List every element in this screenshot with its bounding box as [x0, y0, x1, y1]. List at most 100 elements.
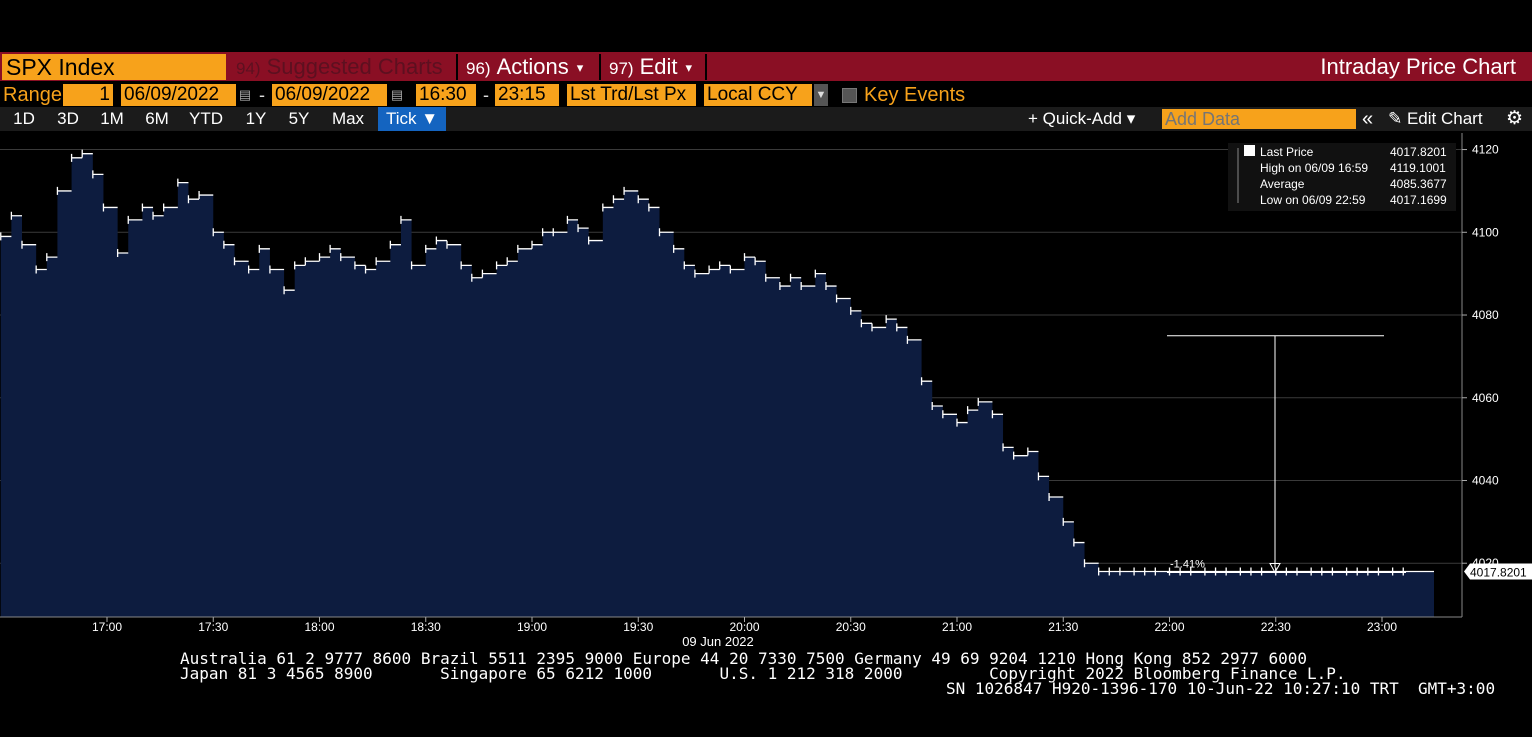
price-tick — [1083, 559, 1099, 568]
price-tick — [814, 269, 826, 278]
price-tick — [1345, 567, 1358, 576]
x-tick-label: 18:30 — [411, 620, 441, 634]
actions-menu-button[interactable]: 96) Actions ▾ — [458, 54, 601, 80]
price-tick — [318, 253, 331, 262]
price-tick — [1377, 567, 1393, 576]
tick-dropdown[interactable]: Tick ▼ — [378, 107, 446, 131]
price-tick — [1179, 567, 1191, 576]
price-tick — [35, 265, 47, 274]
price-tick — [364, 265, 377, 274]
price-tick — [81, 149, 93, 158]
end-time-field[interactable]: 23:15 — [495, 84, 559, 106]
edit-menu-button[interactable]: 97) Edit ▾ — [601, 54, 707, 80]
price-area — [0, 153, 1434, 617]
last-price-tag-bg — [1464, 563, 1532, 580]
period-tab-3d[interactable]: 3D — [57, 109, 79, 128]
collapse-icon[interactable]: « — [1362, 108, 1374, 130]
price-tick — [10, 211, 22, 220]
legend-value: 4017.1699 — [1390, 193, 1447, 207]
x-axis-label: 09 Jun 2022 — [682, 634, 754, 649]
legend-label: Last Price — [1260, 145, 1314, 159]
x-tick-label: 17:30 — [198, 620, 228, 634]
price-tick — [56, 186, 72, 195]
price-type-field[interactable]: Lst Trd/Lst Px — [567, 84, 696, 106]
gear-icon[interactable]: ⚙ — [1506, 108, 1524, 129]
price-tick — [977, 397, 993, 406]
price-tick — [127, 215, 143, 224]
price-tick — [754, 257, 766, 266]
price-tick — [375, 257, 391, 266]
currency-select[interactable]: Local CCY — [704, 84, 812, 106]
chart-legend: Last Price 4017.8201 High on 06/09 16:59 41… — [1228, 143, 1456, 211]
price-tick — [269, 265, 285, 274]
add-data-input[interactable] — [1162, 109, 1356, 129]
period-tab-5y[interactable]: 5Y — [288, 109, 310, 128]
page-title: Intraday Price Chart — [1320, 54, 1516, 79]
price-tick — [1204, 567, 1216, 576]
price-tick — [141, 203, 154, 212]
legend-label: High on 06/09 16:59 — [1260, 161, 1368, 175]
price-tick — [187, 195, 200, 204]
end-date-field[interactable]: 06/09/2022 — [272, 84, 387, 106]
price-tick — [743, 253, 756, 262]
start-time-field[interactable]: 16:30 — [416, 84, 476, 106]
ticker-field[interactable]: SPX Index — [2, 54, 226, 80]
x-tick-label: 18:00 — [304, 620, 334, 634]
price-tick — [1214, 567, 1227, 576]
price-tick — [648, 203, 660, 212]
price-tick — [1062, 517, 1074, 526]
legend-swatch — [1244, 145, 1255, 156]
legend-value: 4119.1001 — [1390, 161, 1446, 175]
price-tick — [410, 261, 426, 270]
period-tab-1d[interactable]: 1D — [13, 109, 35, 128]
footer-contacts-line1: Australia 61 2 9777 8600 Brazil 5511 239… — [180, 649, 1308, 668]
price-tick — [304, 257, 320, 266]
chevron-down-icon[interactable]: ▼ — [814, 84, 828, 106]
price-tick — [896, 323, 908, 332]
suggested-charts-button[interactable]: 94) Suggested Charts — [228, 54, 458, 80]
legend-label: Low on 06/09 22:59 — [1260, 193, 1366, 207]
price-tick — [683, 261, 695, 270]
quick-add-button[interactable]: + Quick-Add ▾ — [1028, 109, 1136, 128]
price-tick — [481, 269, 497, 278]
calendar-icon[interactable]: ▤ — [238, 84, 252, 106]
x-tick-label: 21:00 — [942, 620, 972, 634]
price-tick — [637, 195, 649, 204]
edit-chart-button[interactable]: ✎ Edit Chart — [1388, 109, 1483, 128]
period-tab-1y[interactable]: 1Y — [245, 109, 267, 128]
key-events-checkbox[interactable] — [842, 88, 857, 103]
price-tick — [46, 253, 58, 262]
price-tick — [885, 315, 897, 324]
period-tab-6m[interactable]: 6M — [145, 109, 169, 128]
actions-label: Actions — [496, 54, 569, 79]
legend-label: Average — [1260, 177, 1305, 191]
price-tick — [400, 215, 412, 224]
price-tick — [1098, 567, 1110, 576]
price-tick — [70, 153, 83, 162]
x-tick-label: 19:30 — [623, 620, 653, 634]
footer-contacts-line2: Japan 81 3 4565 8900 Singapore 65 6212 1… — [180, 664, 1346, 683]
period-tab-ytd[interactable]: YTD — [189, 109, 223, 128]
price-tick — [800, 282, 816, 291]
price-tick — [942, 410, 957, 419]
period-tab-max[interactable]: Max — [331, 109, 365, 128]
price-tick — [623, 186, 639, 195]
price-tick — [906, 335, 922, 344]
price-tick — [577, 224, 589, 233]
price-tick — [825, 282, 837, 291]
period-tab-1m[interactable]: 1M — [100, 109, 124, 128]
last-price-tag: 4017.8201 — [1464, 563, 1532, 580]
price-tick — [719, 261, 731, 270]
range-value-field[interactable]: 1 — [63, 84, 113, 106]
calendar-icon[interactable]: ▤ — [390, 84, 404, 106]
price-tick — [729, 265, 745, 274]
price-tick — [1144, 567, 1156, 576]
price-tick — [1331, 567, 1347, 576]
start-date-field[interactable]: 06/09/2022 — [121, 84, 236, 106]
price-tick — [956, 418, 968, 427]
price-tick — [871, 323, 887, 332]
price-tick — [588, 236, 603, 245]
price-tick — [248, 265, 260, 274]
price-tick — [566, 215, 579, 224]
